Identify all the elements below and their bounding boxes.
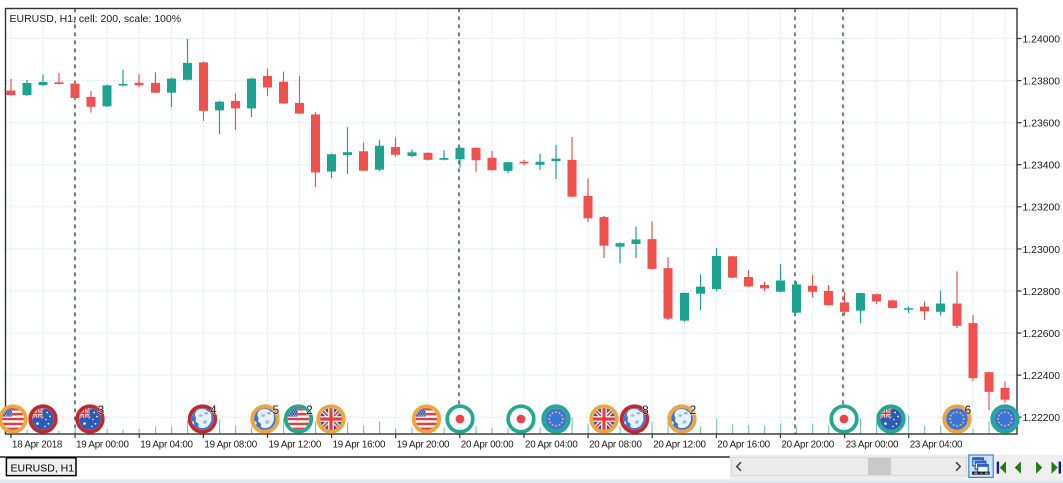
svg-text:19 Apr 16:00: 19 Apr 16:00 [333, 440, 386, 451]
svg-text:1.23200: 1.23200 [1023, 203, 1061, 214]
svg-text:2: 2 [306, 403, 313, 417]
svg-text:6: 6 [965, 403, 972, 417]
svg-text:8: 8 [642, 403, 649, 417]
svg-text:1.22400: 1.22400 [1023, 371, 1061, 382]
svg-text:2: 2 [690, 403, 697, 417]
svg-text:20 Apr 20:00: 20 Apr 20:00 [781, 440, 834, 451]
svg-text:1.22600: 1.22600 [1023, 329, 1061, 340]
svg-text:1.23800: 1.23800 [1023, 77, 1061, 88]
svg-text:1.24000: 1.24000 [1023, 34, 1061, 45]
svg-text:3: 3 [98, 403, 105, 417]
svg-text:5: 5 [273, 403, 280, 417]
svg-text:EURUSD, H1: EURUSD, H1 [11, 462, 75, 474]
svg-text:19 Apr 04:00: 19 Apr 04:00 [140, 440, 193, 451]
svg-text:EURUSD, H1, cell: 200, scale:: EURUSD, H1, cell: 200, scale: 100% [10, 13, 182, 25]
svg-text:1.23400: 1.23400 [1023, 161, 1061, 172]
svg-text:23 Apr 04:00: 23 Apr 04:00 [910, 440, 963, 451]
svg-text:1.23600: 1.23600 [1023, 119, 1061, 130]
svg-text:1.22200: 1.22200 [1023, 413, 1061, 424]
svg-text:20 Apr 08:00: 20 Apr 08:00 [589, 440, 642, 451]
svg-text:20 Apr 04:00: 20 Apr 04:00 [525, 440, 578, 451]
svg-text:20 Apr 12:00: 20 Apr 12:00 [653, 440, 706, 451]
svg-text:19 Apr 20:00: 19 Apr 20:00 [397, 440, 450, 451]
svg-text:1.23000: 1.23000 [1023, 245, 1061, 256]
svg-text:23 Apr 00:00: 23 Apr 00:00 [846, 440, 899, 451]
svg-text:4: 4 [210, 403, 217, 417]
svg-text:19 Apr 12:00: 19 Apr 12:00 [269, 440, 322, 451]
svg-text:19 Apr 08:00: 19 Apr 08:00 [204, 440, 257, 451]
svg-text:18 Apr 2018: 18 Apr 2018 [12, 440, 63, 451]
svg-text:19 Apr 00:00: 19 Apr 00:00 [76, 440, 129, 451]
svg-text:1.22800: 1.22800 [1023, 287, 1061, 298]
svg-text:20 Apr 00:00: 20 Apr 00:00 [461, 440, 514, 451]
svg-text:20 Apr 16:00: 20 Apr 16:00 [717, 440, 770, 451]
